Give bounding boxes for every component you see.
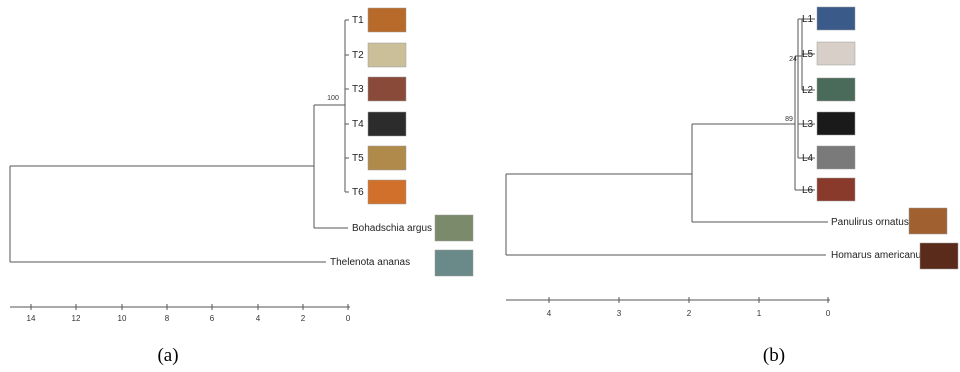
- leaf-label-homarus-americanus: Homarus americanus: [831, 250, 926, 261]
- tick-label-b-3: 3: [617, 309, 622, 318]
- leaf-label-l5: L5: [802, 49, 814, 60]
- tick-label-b-1: 1: [757, 309, 762, 318]
- tick-label-a-8: 8: [165, 314, 170, 323]
- tick-label-a-10: 10: [118, 314, 127, 323]
- tick-label-a-4: 4: [256, 314, 261, 323]
- specimen-photo-homarus-americanus: [919, 242, 959, 270]
- tick-label-b-4: 4: [547, 309, 552, 318]
- tick-label-a-6: 6: [210, 314, 215, 323]
- leaf-label-l2: L2: [802, 85, 814, 96]
- leaf-label-l6: L6: [802, 185, 814, 196]
- leaf-label-t4: T4: [352, 119, 364, 130]
- specimen-photo-t2: [367, 42, 407, 68]
- panel-b: 24 89 L1 L5 L2 L3 L4 L6 Panulirus ornatu…: [505, 6, 959, 366]
- support-value-lower: 89: [785, 116, 793, 123]
- tick-label-a-2: 2: [301, 314, 306, 323]
- tick-label-a-14: 14: [27, 314, 36, 323]
- scale-axis-ticks-b: [548, 297, 829, 303]
- leaf-label-t5: T5: [352, 153, 364, 164]
- specimen-photo-t5: [367, 145, 407, 171]
- branch-ingroup-a: [313, 105, 348, 229]
- specimen-photo-l1: [816, 6, 856, 31]
- specimen-photo-t6: [367, 179, 407, 205]
- leaf-label-l4: L4: [802, 153, 814, 164]
- specimen-photo-l6: [816, 177, 856, 202]
- specimen-photo-l5: [816, 41, 856, 66]
- support-value-upper: 24: [789, 56, 797, 63]
- panel-caption-b: (b): [763, 345, 785, 366]
- specimen-photo-l2: [816, 77, 856, 102]
- panel-a: 100 T1 T2 T3 T4 T5 T6 Bohadschia argus T…: [9, 7, 474, 366]
- leaf-label-l1: L1: [802, 14, 814, 25]
- branch-l-leaves: [795, 18, 815, 191]
- leaf-label-l3: L3: [802, 119, 814, 130]
- specimen-photo-t4: [367, 111, 407, 137]
- leaf-label-t2: T2: [352, 50, 364, 61]
- tick-label-a-0: 0: [346, 314, 351, 323]
- tick-label-b-2: 2: [687, 309, 692, 318]
- branch-t-clade: [314, 20, 346, 192]
- specimen-photo-bohadschia-argus: [434, 214, 474, 242]
- support-value-t-clade: 100: [327, 95, 339, 102]
- specimen-photo-t3: [367, 76, 407, 102]
- specimen-photo-t1: [367, 7, 407, 33]
- leaf-label-bohadschia-argus: Bohadschia argus: [352, 223, 432, 234]
- specimen-photo-l4: [816, 145, 856, 170]
- tick-label-b-0: 0: [826, 309, 831, 318]
- branch-l-clade: [692, 55, 802, 190]
- specimen-photo-thelenota-ananas: [434, 249, 474, 277]
- tick-label-a-12: 12: [72, 314, 81, 323]
- panel-caption-a: (a): [157, 345, 178, 366]
- leaf-label-panulirus-ornatus: Panulirus ornatus: [831, 217, 909, 228]
- leaf-label-t3: T3: [352, 84, 364, 95]
- leaf-label-t1: T1: [352, 15, 364, 26]
- branch-root-b: [505, 173, 826, 256]
- branch-ingroup-b: [691, 124, 828, 223]
- scale-axis-ticks-a: [30, 304, 349, 310]
- branch-root-a: [9, 165, 326, 263]
- specimen-photo-l3: [816, 111, 856, 136]
- branch-t-leaves: [345, 19, 349, 193]
- leaf-label-thelenota-ananas: Thelenota ananas: [330, 257, 410, 268]
- specimen-photo-panulirus-ornatus: [908, 207, 948, 235]
- leaf-label-t6: T6: [352, 187, 364, 198]
